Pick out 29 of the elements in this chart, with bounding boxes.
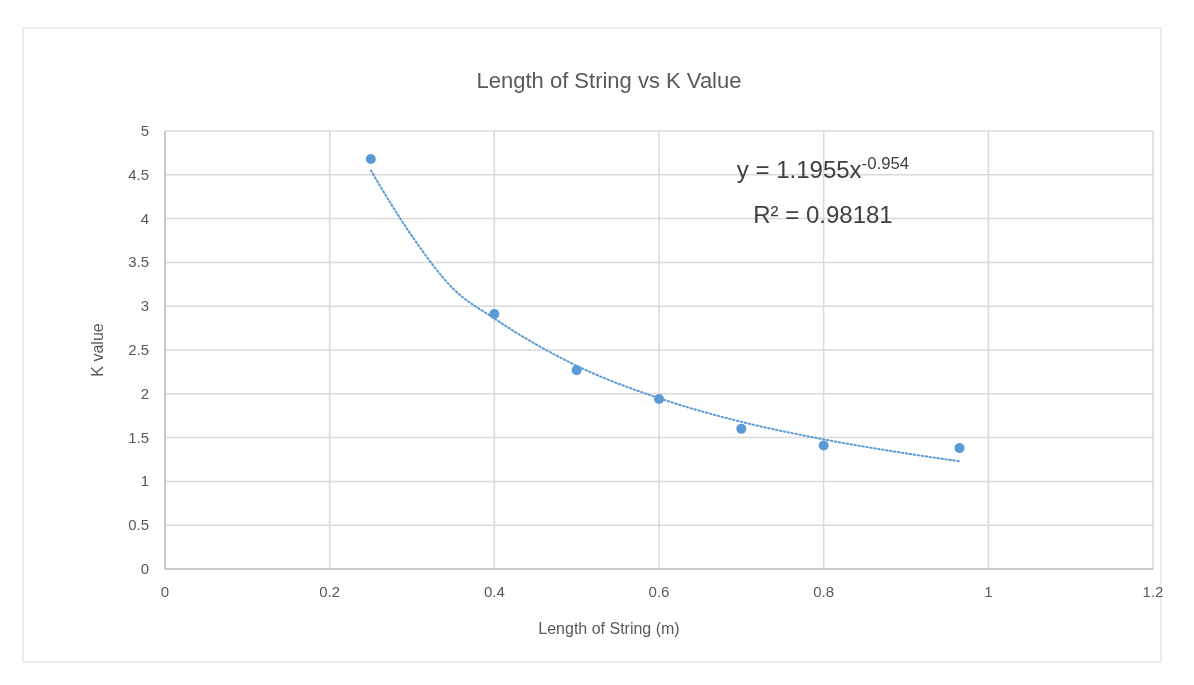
point bbox=[818, 440, 829, 451]
x-tick-label: 0.6 bbox=[648, 583, 670, 600]
x-tick-label: 0 bbox=[160, 583, 170, 600]
y-tick-label: 0 bbox=[140, 560, 149, 577]
point bbox=[489, 309, 500, 320]
annotation: R² = 0.98181 bbox=[753, 201, 893, 228]
x-tick-label: 0.2 bbox=[319, 583, 341, 600]
y-tick-label: 2 bbox=[140, 384, 149, 402]
x-tick-label: 1.2 bbox=[1142, 583, 1164, 600]
chart-title: Length of String vs K Value bbox=[476, 68, 742, 93]
point bbox=[571, 365, 582, 376]
y-tick-label: 1.5 bbox=[128, 428, 149, 446]
point bbox=[365, 154, 376, 165]
x-tick-label: 0.8 bbox=[813, 583, 835, 600]
point bbox=[954, 443, 965, 454]
x-tick-label: 1 bbox=[984, 583, 993, 600]
point bbox=[736, 423, 747, 434]
y-tick-label: 4 bbox=[140, 209, 149, 227]
y-tick-label: 3 bbox=[140, 297, 149, 315]
y-tick-label: 3.5 bbox=[128, 253, 149, 271]
y-tick-label: 4.5 bbox=[128, 165, 149, 183]
y-tick-label: 1 bbox=[140, 472, 149, 490]
y-tick-label: 2.5 bbox=[128, 341, 149, 358]
annotation: y = 1.1955x$^{-0.954}$ bbox=[736, 153, 910, 183]
y-axis-title: K value bbox=[89, 323, 106, 377]
x-tick-label: 0.4 bbox=[483, 583, 505, 600]
y-tick-label: 0.5 bbox=[128, 516, 149, 534]
y-tick-label: 5 bbox=[140, 122, 149, 139]
x-axis-title: Length of String (m) bbox=[538, 620, 680, 637]
